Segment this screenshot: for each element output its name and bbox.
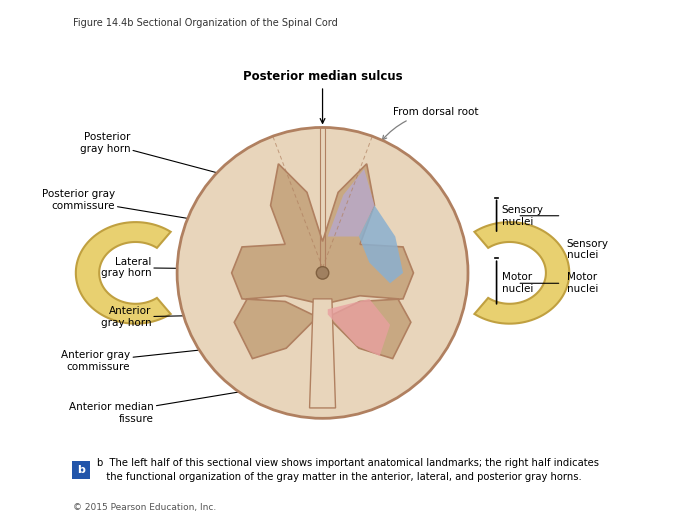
Text: From dorsal root: From dorsal root: [382, 107, 478, 140]
Text: Anterior
gray horn: Anterior gray horn: [101, 306, 247, 328]
Text: Posterior gray
commissure: Posterior gray commissure: [41, 190, 247, 228]
Text: b  The left half of this sectional view shows important anatomical landmarks; th: b The left half of this sectional view s…: [97, 458, 598, 482]
Text: Sensory
nuclei: Sensory nuclei: [567, 239, 609, 260]
Circle shape: [316, 267, 329, 279]
Polygon shape: [309, 299, 335, 408]
Text: Anterior median
fissure: Anterior median fissure: [69, 382, 296, 424]
Text: Motor
nuclei: Motor nuclei: [567, 272, 598, 294]
Text: © 2015 Pearson Education, Inc.: © 2015 Pearson Education, Inc.: [74, 503, 216, 512]
Polygon shape: [328, 169, 374, 237]
Text: Somatic: Somatic: [370, 198, 435, 208]
Text: b: b: [77, 465, 85, 475]
Text: Visceral: Visceral: [370, 222, 434, 234]
Text: Posterior median sulcus: Posterior median sulcus: [243, 70, 402, 123]
Text: Motor
nuclei: Motor nuclei: [502, 272, 533, 294]
Polygon shape: [328, 299, 390, 356]
FancyBboxPatch shape: [72, 461, 90, 479]
Text: Figure 14.4b Sectional Organization of the Spinal Cord: Figure 14.4b Sectional Organization of t…: [74, 18, 338, 28]
Circle shape: [177, 128, 468, 418]
Text: Anterior gray
commissure: Anterior gray commissure: [61, 343, 262, 372]
Text: Visceral: Visceral: [370, 261, 434, 271]
Polygon shape: [475, 222, 569, 323]
Text: To ventral
root: To ventral root: [310, 353, 361, 385]
Polygon shape: [76, 222, 171, 323]
Polygon shape: [359, 205, 403, 284]
Text: Sensory
nuclei: Sensory nuclei: [502, 205, 544, 227]
Text: Lateral
gray horn: Lateral gray horn: [101, 257, 255, 278]
Polygon shape: [232, 164, 414, 359]
Text: Posterior
gray horn: Posterior gray horn: [80, 132, 239, 179]
Text: Somatic: Somatic: [370, 297, 435, 307]
